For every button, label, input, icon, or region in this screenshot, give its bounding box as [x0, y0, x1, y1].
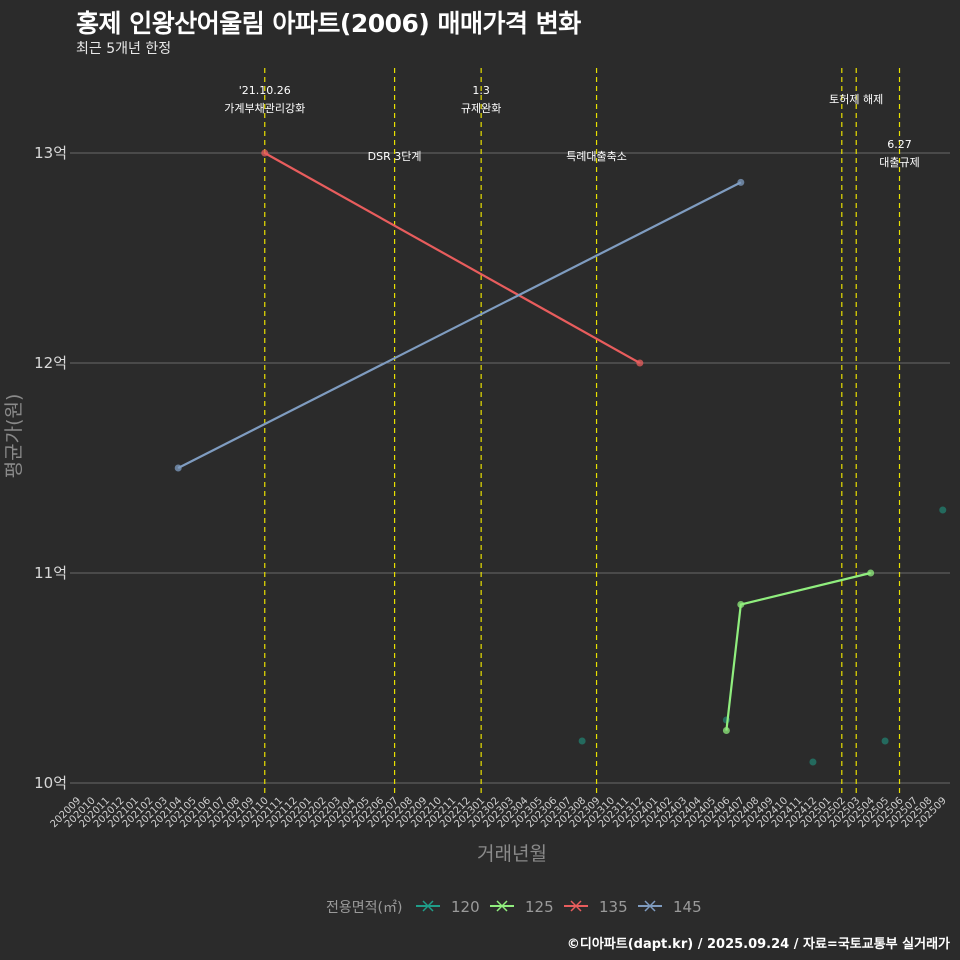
legend-label: 145: [673, 898, 702, 916]
legend-item-135: 135: [564, 898, 628, 916]
data-point-145: [174, 464, 182, 472]
gridlines: [70, 152, 950, 784]
legend-title: 전용면적(㎡): [326, 900, 402, 916]
legend-key-cross: [422, 900, 434, 912]
data-point-125: [867, 569, 875, 577]
legend: 전용면적(㎡) 120 125 135 145: [326, 898, 702, 916]
data-point-120: [809, 758, 817, 766]
x-axis-ticks: 2020092020102020112020122021012021022021…: [49, 795, 949, 830]
chart-title: 홍제 인왕산어울림 아파트(2006) 매매가격 변화: [76, 9, 581, 38]
y-tick-label: 10억: [34, 774, 67, 792]
event-label: 가계부채관리강화: [224, 102, 305, 115]
data-point-120: [578, 737, 586, 745]
event-label: '21.10.26: [239, 84, 291, 97]
legend-label: 135: [599, 898, 628, 916]
legend-key-cross: [496, 900, 508, 912]
event-label: 특례대출축소: [566, 150, 627, 163]
data-point-135: [261, 149, 269, 157]
y-axis-title: 평균가(원): [3, 394, 25, 479]
legend-key-cross: [644, 900, 656, 912]
series-line-135: [264, 152, 641, 364]
source-credit: ©디아파트(dapt.kr) / 2025.09.24 / 자료=국토교통부 실…: [566, 937, 950, 952]
event-label: DSR 3단계: [368, 150, 422, 163]
event-label: 토허제 해제: [829, 92, 883, 106]
data-point-135: [636, 359, 644, 367]
data-point-125: [737, 601, 745, 608]
y-tick-label: 11억: [34, 564, 67, 582]
legend-item-120: 120: [416, 898, 480, 916]
data-series: [174, 149, 947, 766]
y-tick-label: 13억: [34, 144, 67, 162]
x-axis-title: 거래년월: [477, 843, 547, 865]
legend-key-cross: [570, 900, 582, 912]
legend-label: 120: [451, 898, 480, 916]
legend-item-125: 125: [490, 898, 554, 916]
y-tick-label: 12억: [34, 354, 67, 372]
chart-subtitle: 최근 5개년 한정: [76, 41, 172, 57]
y-axis-ticks: 10억 11억 12억 13억: [34, 144, 67, 792]
event-label: 1.3: [472, 84, 490, 97]
series-line-145: [177, 181, 742, 469]
legend-item-145: 145: [638, 898, 702, 916]
data-point-145: [737, 178, 745, 186]
series-line-125: [725, 571, 871, 731]
event-label: 대출규제: [879, 156, 919, 169]
data-point-125: [722, 727, 730, 734]
data-point-120: [939, 506, 947, 514]
event-label: 규제완화: [461, 102, 501, 115]
legend-label: 125: [525, 898, 554, 916]
event-label: 6.27: [887, 138, 912, 151]
data-point-120: [881, 737, 889, 745]
